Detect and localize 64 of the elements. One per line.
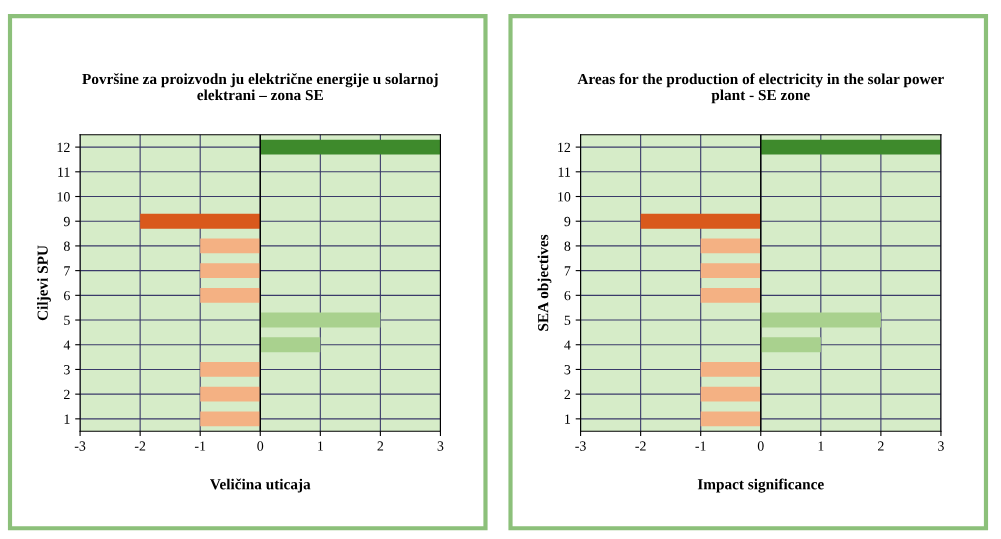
y-tick-label: 11 (58, 167, 70, 177)
y-axis-title: Ciljevi SPU (37, 245, 51, 321)
x-tick-label: -3 (74, 441, 86, 451)
bar (700, 411, 761, 427)
y-tick-label: 8 (63, 241, 70, 251)
x-tick-label: -1 (695, 441, 706, 451)
bar (640, 213, 761, 229)
y-tick-label: 4 (63, 340, 71, 350)
y-tick-label: 9 (564, 216, 571, 227)
y-tick-label: 12 (57, 142, 70, 152)
bar (260, 312, 381, 328)
y-tick-label: 5 (64, 315, 70, 325)
bar (760, 312, 881, 328)
bar (200, 362, 261, 377)
x-axis-title: Veličina uticaja (210, 478, 311, 493)
y-tick-label: 1 (64, 414, 70, 424)
chart-title: Areas for the production of electricity in the solar power plant - SE zone (577, 73, 944, 104)
y-tick-label: 6 (64, 290, 70, 301)
bar (200, 287, 261, 303)
x-tick-label: -2 (635, 441, 646, 451)
bar (760, 139, 941, 155)
y-tick-label: 11 (558, 167, 571, 177)
bar (140, 213, 261, 229)
y-tick-label: 3 (64, 365, 70, 375)
x-tick-label: 0 (757, 441, 764, 451)
y-tick-label: 2 (64, 389, 70, 399)
bar (700, 386, 761, 402)
y-tick-label: 2 (564, 389, 571, 399)
x-tick-label: 2 (377, 441, 384, 451)
bar (700, 263, 761, 279)
y-tick-label: 12 (558, 142, 571, 152)
chart-title: Površine za proizvodn ju električne energije u solarnoj elektrani – zona SE (82, 73, 438, 101)
y-tick-label: 10 (558, 192, 571, 202)
x-tick-label: -2 (134, 441, 146, 451)
bar (200, 386, 261, 402)
y-tick-label: 6 (564, 290, 571, 301)
y-tick-label: 10 (57, 192, 70, 202)
bar (200, 411, 261, 427)
x-tick-label: 2 (878, 441, 884, 451)
bar (200, 263, 261, 279)
y-tick-label: 7 (564, 266, 571, 276)
y-tick-label: 3 (564, 365, 571, 375)
y-tick-label: 4 (564, 340, 571, 350)
x-tick-label: 3 (437, 441, 444, 451)
y-tick-label: 5 (564, 315, 571, 325)
x-tick-label: 3 (938, 441, 944, 451)
x-tick-label: 1 (818, 441, 824, 451)
bar (700, 238, 761, 254)
y-tick-label: 1 (565, 414, 571, 424)
bar (700, 362, 761, 377)
bar (260, 139, 441, 155)
bar (760, 337, 821, 353)
x-tick-label: 0 (257, 441, 264, 451)
bar (700, 287, 761, 303)
x-axis-title: Impact significance (697, 478, 824, 493)
y-tick-label: 8 (564, 241, 571, 251)
y-tick-label: 7 (64, 266, 70, 276)
bar (200, 238, 261, 254)
x-tick-label: -1 (194, 441, 206, 451)
bar (260, 337, 321, 353)
y-axis-title: SEA objectives (537, 234, 552, 331)
x-tick-label: 1 (318, 441, 323, 451)
y-tick-label: 9 (63, 216, 70, 227)
x-tick-label: -3 (575, 441, 586, 451)
